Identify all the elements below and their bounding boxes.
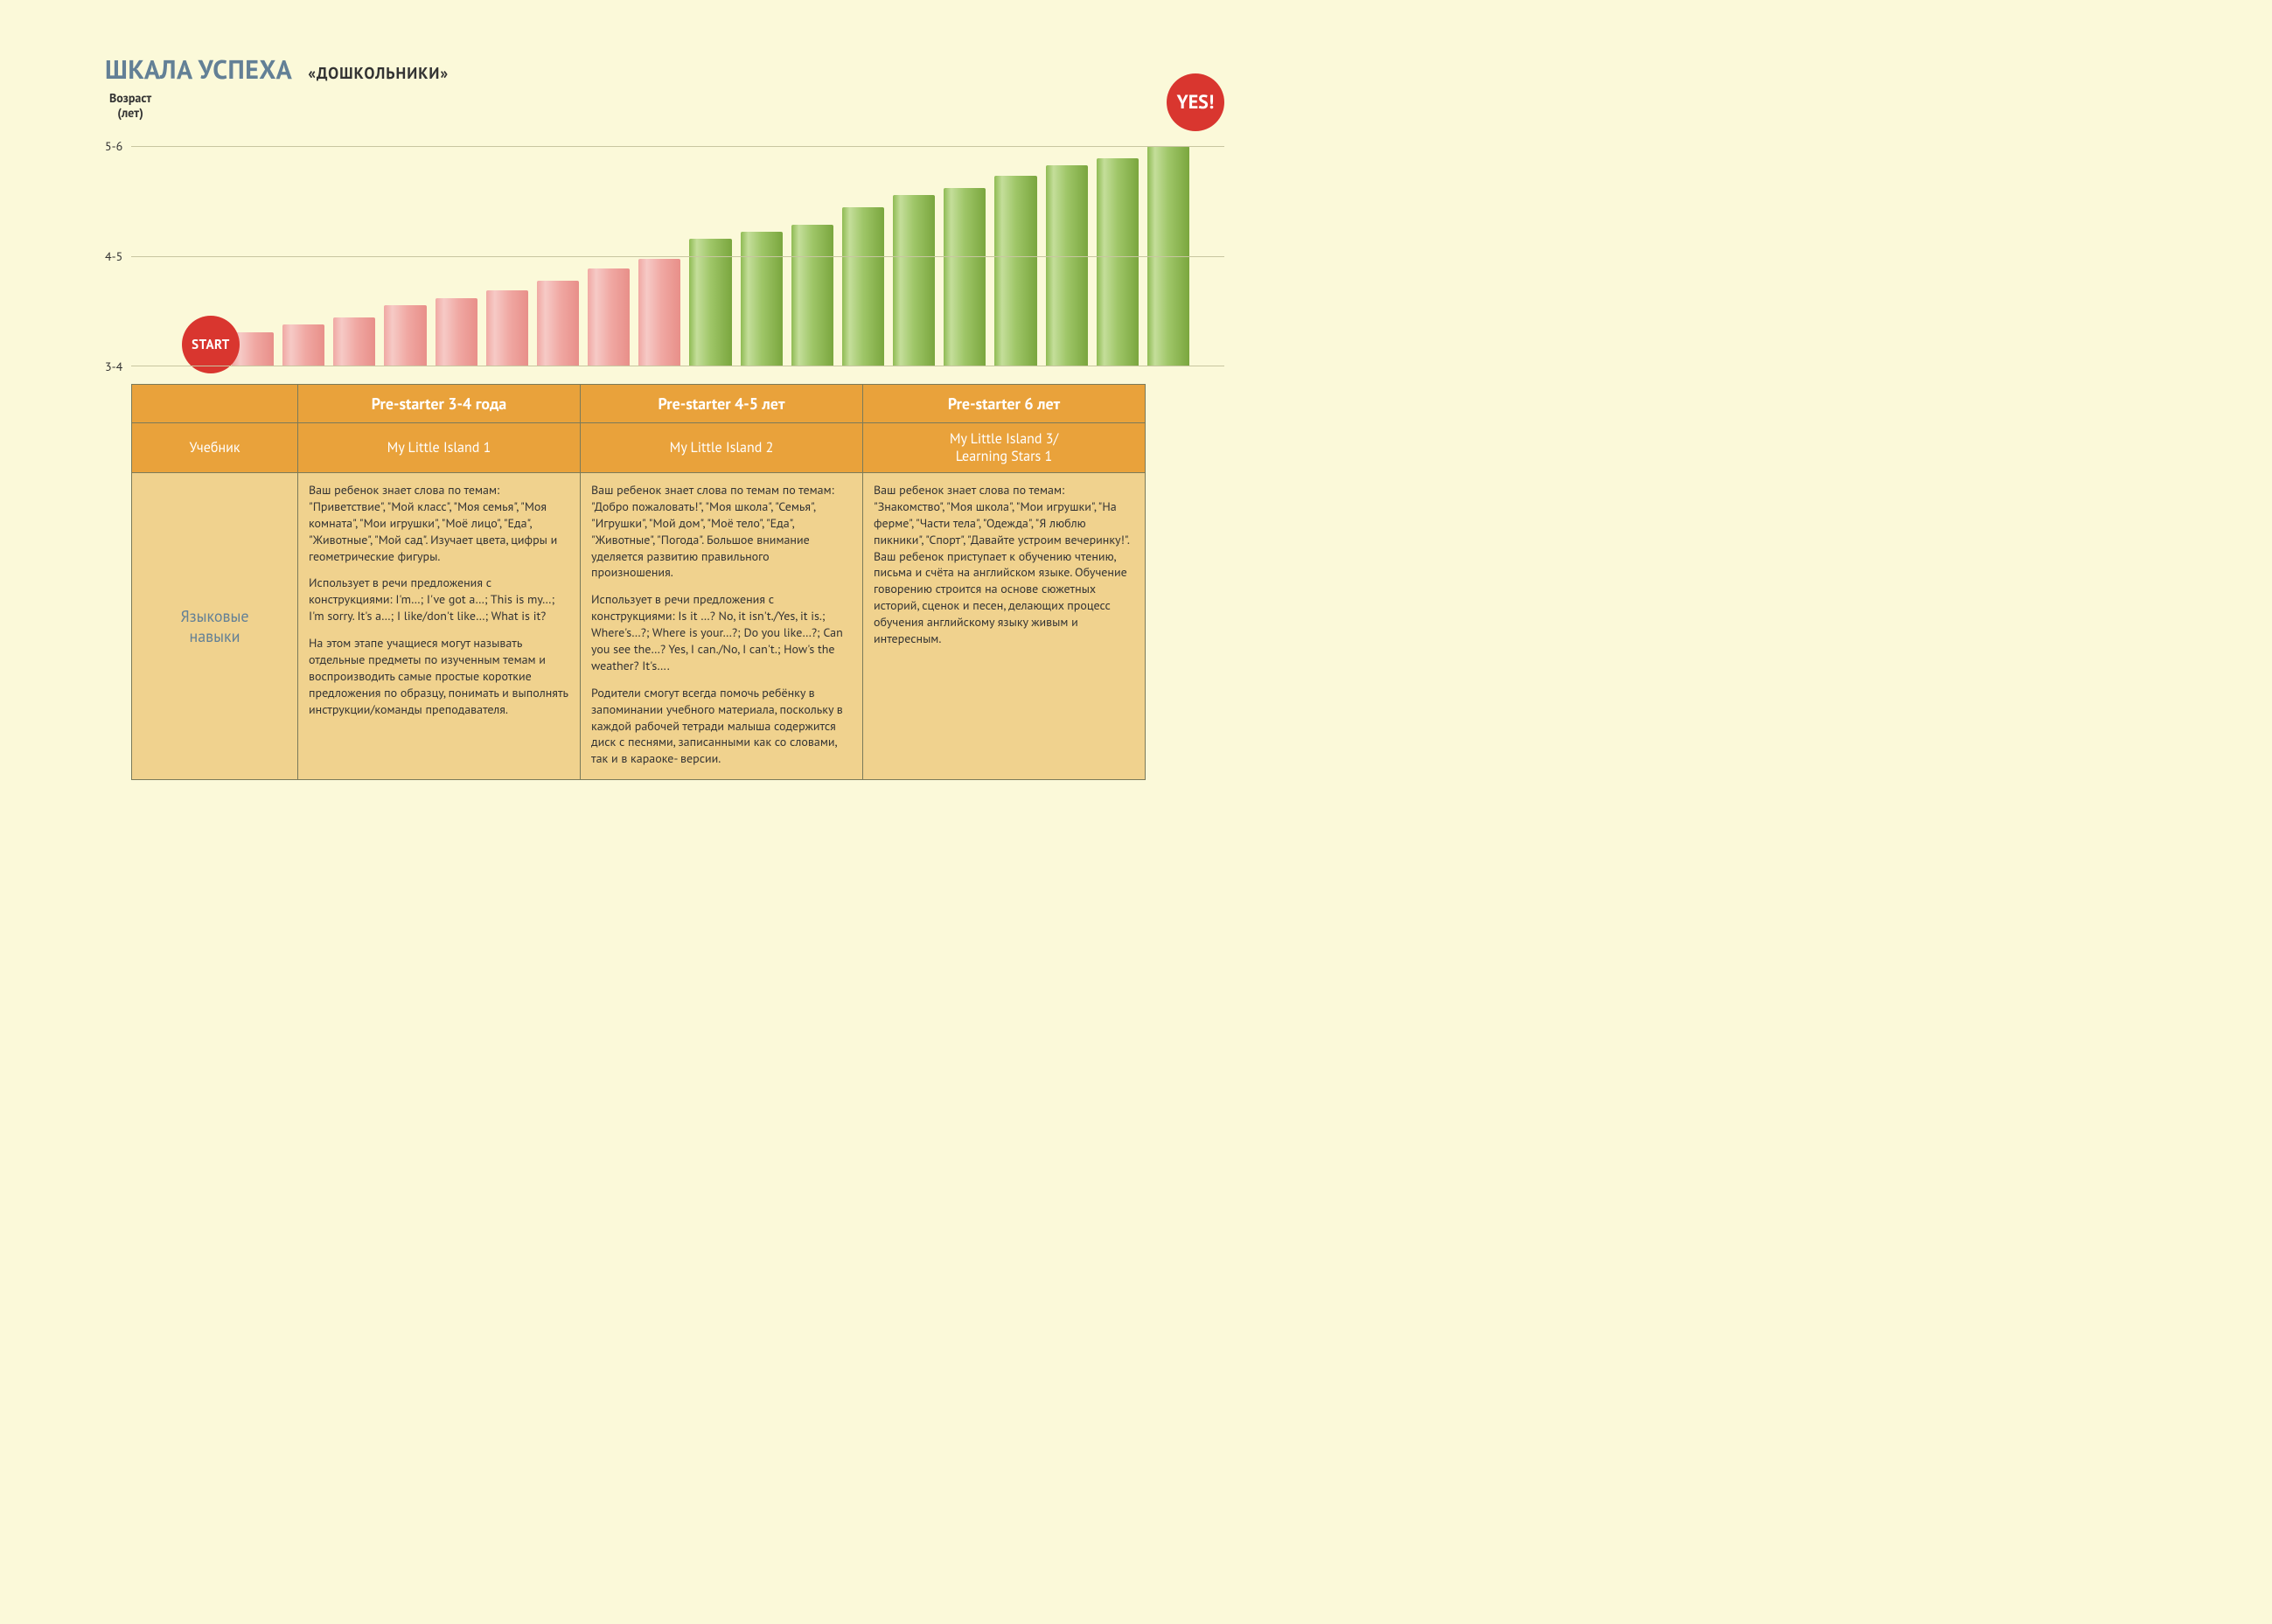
chart-bar [1097, 158, 1139, 366]
y-tick: 5-6 [105, 138, 122, 154]
skills-1: Ваш ребенок знает слова по темам: "Приве… [298, 473, 581, 780]
page-title: ШКАЛА УСПЕХА [105, 52, 292, 87]
chart-area: START YES! 3-44-55-6 [131, 122, 1224, 366]
chart-bar [333, 317, 375, 366]
books-row-label: Учебник [132, 423, 298, 473]
start-badge-text: START [192, 337, 230, 353]
y-axis-title-line1: Возраст [109, 91, 151, 106]
chart-bar [282, 324, 324, 366]
chart-bar [1046, 165, 1088, 366]
chart-bar [638, 259, 680, 366]
table-header-row: Pre-starter 3-4 года Pre-starter 4-5 лет… [132, 385, 1146, 423]
chart-bar [588, 268, 630, 366]
col-header-2: Pre-starter 4-5 лет [581, 385, 863, 423]
y-tick: 4-5 [105, 248, 122, 264]
chart-bar [486, 290, 528, 366]
skills-3-text: Ваш ребенок знает слова по темам: "Знако… [874, 482, 1134, 647]
bars-container [131, 122, 1224, 366]
col-header-1: Pre-starter 3-4 года [298, 385, 581, 423]
gridline [131, 256, 1224, 257]
yes-badge-text: YES! [1177, 90, 1215, 115]
book-1-text: My Little Island 1 [387, 439, 491, 457]
chart-bar [741, 232, 783, 366]
skills-row-label: Языковыенавыки [132, 473, 298, 780]
chart-bar [791, 225, 833, 366]
gridline [131, 146, 1224, 147]
book-3: My Little Island 3/Learning Stars 1 [863, 423, 1146, 473]
skills-3: Ваш ребенок знает слова по темам: "Знако… [863, 473, 1146, 780]
book-2: My Little Island 2 [581, 423, 863, 473]
skills-2-text: Ваш ребенок знает слова по темам по тема… [591, 482, 852, 767]
chart-bar [537, 281, 579, 366]
chart-bar [384, 305, 426, 366]
book-2-text: My Little Island 2 [670, 439, 774, 457]
col-header-3: Pre-starter 6 лет [863, 385, 1146, 423]
books-row: Учебник My Little Island 1 My Little Isl… [132, 423, 1146, 473]
chart-bar [842, 207, 884, 366]
levels-table: Pre-starter 3-4 года Pre-starter 4-5 лет… [131, 384, 1146, 780]
book-3-text: My Little Island 3/Learning Stars 1 [950, 430, 1058, 465]
skills-1-text: Ваш ребенок знает слова по темам: "Приве… [309, 482, 569, 718]
table-header-blank [132, 385, 298, 423]
chart-bar [689, 239, 731, 366]
y-axis-title-line2: (лет) [109, 106, 151, 121]
y-axis-title: Возраст (лет) [109, 91, 151, 121]
success-chart: Возраст (лет) START YES! 3-44-55-6 [105, 122, 1224, 366]
chart-bar [436, 298, 477, 366]
chart-bar [944, 188, 986, 366]
skills-row: Языковыенавыки Ваш ребенок знает слова п… [132, 473, 1146, 780]
skills-2: Ваш ребенок знает слова по темам по тема… [581, 473, 863, 780]
y-tick: 3-4 [105, 359, 122, 374]
title-row: ШКАЛА УСПЕХА «ДОШКОЛЬНИКИ» [105, 52, 1224, 87]
book-1: My Little Island 1 [298, 423, 581, 473]
chart-bar [994, 176, 1036, 366]
chart-bar [893, 195, 935, 366]
yes-badge: YES! [1167, 73, 1224, 131]
page-subtitle: «ДОШКОЛЬНИКИ» [308, 63, 449, 83]
